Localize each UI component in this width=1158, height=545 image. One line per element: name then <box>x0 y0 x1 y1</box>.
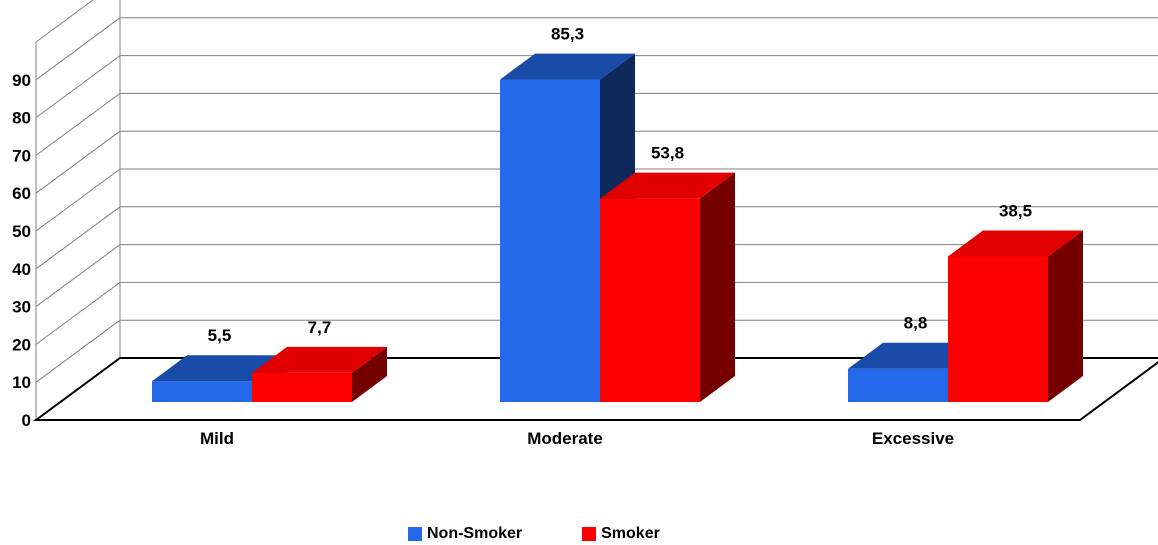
y-tick-label: 20 <box>12 335 31 354</box>
category-label: Excessive <box>872 429 954 448</box>
chart-walls <box>35 0 121 420</box>
gridline-side <box>35 168 121 232</box>
gridline-side <box>35 0 94 43</box>
bar-non-smoker-front <box>500 79 600 402</box>
data-label: 5,5 <box>208 326 232 345</box>
gridline-side <box>35 319 121 383</box>
y-axis-ticks: 0 10 20 30 40 50 60 70 80 90 <box>12 71 31 430</box>
y-tick-label: 30 <box>12 298 31 317</box>
bar-smoker-front <box>600 198 700 402</box>
legend-label-non-smoker: Non-Smoker <box>427 525 523 542</box>
bar-smoker-top <box>252 346 387 373</box>
floor-outline <box>32 357 1158 421</box>
bar-non-smoker-top <box>500 53 635 80</box>
data-label: 85,3 <box>551 25 584 44</box>
gridline-side <box>35 130 121 194</box>
data-label: 53,8 <box>651 144 684 163</box>
bar-smoker-top <box>948 230 1083 257</box>
data-labels: 5,5 7,7 85,3 53,8 8,8 38,5 <box>208 25 1032 346</box>
y-tick-label: 80 <box>12 109 31 128</box>
gridline-side <box>35 92 121 156</box>
y-tick-label: 0 <box>22 411 31 430</box>
legend: Non-Smoker Smoker <box>408 525 720 543</box>
y-tick-label: 10 <box>12 373 31 392</box>
bar-non-smoker-front <box>848 368 948 402</box>
legend-item-non-smoker: Non-Smoker <box>408 525 522 543</box>
gridline-side <box>35 55 121 119</box>
gridline-side <box>35 17 121 81</box>
y-tick-label: 60 <box>12 184 31 203</box>
gridline-side <box>35 206 121 270</box>
data-label: 38,5 <box>999 201 1032 220</box>
legend-swatch-non-smoker <box>408 527 422 541</box>
category-label: Moderate <box>527 429 603 448</box>
data-label: 8,8 <box>904 314 928 333</box>
bar-non-smoker-front <box>152 381 252 402</box>
bar-smoker-top <box>600 172 735 199</box>
legend-item-smoker: Smoker <box>582 525 660 543</box>
data-label: 7,7 <box>308 318 332 337</box>
bar-smoker-side <box>352 346 387 402</box>
category-labels: Mild Moderate Excessive <box>200 429 954 448</box>
bar-smoker-side <box>700 172 735 402</box>
gridline-side <box>35 281 121 345</box>
gridline-side <box>35 244 121 308</box>
y-tick-label: 40 <box>12 260 31 279</box>
chart-floor <box>32 357 1158 421</box>
y-tick-label: 50 <box>12 222 31 241</box>
bar-smoker-front <box>948 256 1048 402</box>
bar-smoker-side <box>1048 230 1083 402</box>
bars <box>152 53 1083 402</box>
y-tick-label: 90 <box>12 71 31 90</box>
y-tick-label: 70 <box>12 146 31 165</box>
legend-label-smoker: Smoker <box>601 525 660 542</box>
category-label: Mild <box>200 429 234 448</box>
bar-smoker-front <box>252 372 352 402</box>
legend-swatch-smoker <box>582 527 597 541</box>
